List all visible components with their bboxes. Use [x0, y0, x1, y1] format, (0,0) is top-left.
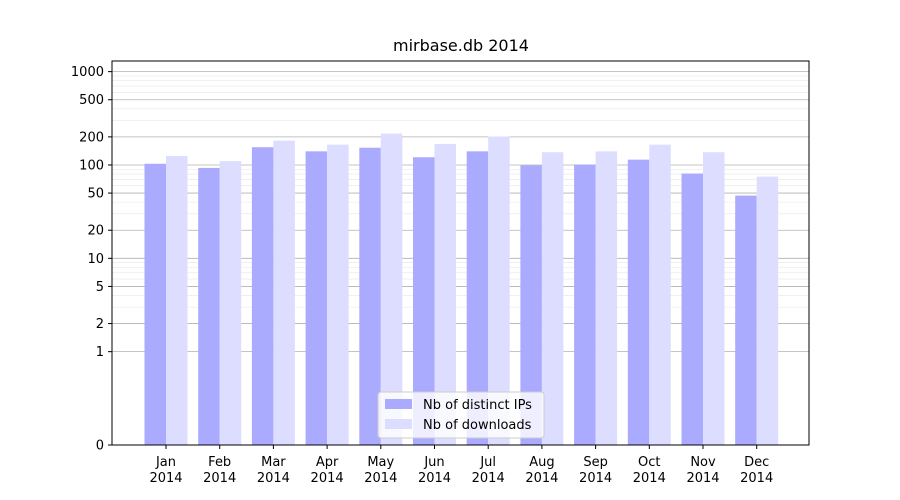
bar-downloads-apr	[327, 144, 349, 445]
x-tick-label-month: May	[367, 455, 394, 470]
y-tick-label: 50	[87, 187, 104, 202]
bar-downloads-mar	[273, 140, 295, 445]
legend-swatch	[385, 419, 412, 429]
x-tick-label-year: 2014	[257, 471, 290, 486]
y-tick-label: 5	[96, 280, 104, 295]
x-axis: Jan2014Feb2014Mar2014Apr2014May2014Jun20…	[149, 445, 773, 486]
bar-downloads-jan	[166, 155, 188, 445]
y-tick-label: 1000	[71, 65, 104, 80]
bar-downloads-feb	[219, 161, 242, 446]
bar-distinct-ips-aug	[520, 165, 542, 446]
x-tick-label-year: 2014	[740, 471, 773, 486]
x-tick-label-month: Jun	[423, 455, 444, 470]
x-tick-label-year: 2014	[633, 471, 666, 486]
y-tick-label: 1	[96, 345, 104, 360]
x-tick-label-month: Dec	[744, 455, 769, 470]
x-tick-label-year: 2014	[203, 471, 236, 486]
bar-distinct-ips-nov	[681, 173, 703, 446]
y-tick-label: 0	[96, 439, 104, 454]
bar-downloads-may	[380, 133, 403, 446]
x-tick-label-year: 2014	[686, 471, 719, 486]
plot-frame	[111, 60, 810, 446]
x-tick-label-year: 2014	[149, 471, 182, 486]
y-tick-label: 2	[96, 317, 104, 332]
y-tick-label: 200	[79, 130, 104, 145]
bar-downloads-sep	[595, 151, 618, 445]
x-tick-label-month: Mar	[261, 455, 286, 470]
bar-distinct-ips-apr	[305, 151, 328, 445]
bar-downloads-aug	[541, 152, 564, 445]
x-tick-label-year: 2014	[472, 471, 505, 486]
bar-downloads-oct	[649, 144, 671, 445]
bar-distinct-ips-sep	[574, 164, 596, 445]
y-axis: 0 1 2 5 10 20 50 100 200 500 1000	[71, 65, 112, 454]
legend-label: Nb of downloads	[423, 418, 532, 433]
bars	[144, 133, 779, 446]
x-tick-label-month: Feb	[208, 455, 231, 470]
bar-distinct-ips-oct	[627, 159, 650, 445]
bar-distinct-ips-may	[359, 147, 381, 445]
x-tick-label-year: 2014	[364, 471, 397, 486]
bar-distinct-ips-dec	[735, 195, 757, 445]
legend-label: Nb of distinct IPs	[423, 398, 532, 413]
bar-downloads-nov	[703, 152, 725, 445]
y-tick-label: 500	[79, 93, 104, 108]
x-tick-label-year: 2014	[525, 471, 558, 486]
bar-distinct-ips-feb	[198, 167, 220, 446]
y-tick-label: 100	[79, 158, 104, 173]
chart-title: mirbase.db 2014	[393, 36, 529, 55]
x-tick-label-year: 2014	[579, 471, 612, 486]
legend-swatch	[385, 399, 412, 409]
bar-distinct-ips-jul	[466, 151, 489, 445]
x-tick-label-month: Nov	[690, 455, 716, 470]
bar-downloads-jul	[488, 136, 510, 446]
bar-downloads-jun	[434, 143, 456, 445]
x-tick-label-month: Jan	[155, 455, 176, 470]
x-tick-label-month: Sep	[583, 455, 608, 470]
bar-downloads-dec	[756, 176, 779, 445]
bar-distinct-ips-jun	[413, 157, 435, 445]
x-tick-label-month: Jul	[479, 455, 496, 470]
legend-box	[377, 391, 545, 439]
x-tick-label-year: 2014	[311, 471, 344, 486]
legend: Nb of distinct IPs Nb of downloads	[377, 391, 545, 439]
y-tick-label: 20	[87, 224, 104, 239]
bar-distinct-ips-jan	[144, 163, 166, 446]
x-tick-label-year: 2014	[418, 471, 451, 486]
x-tick-label-month: Apr	[316, 455, 339, 470]
y-tick-label: 10	[87, 252, 104, 267]
x-tick-label-month: Oct	[638, 455, 660, 470]
x-tick-label-month: Aug	[529, 455, 554, 470]
bar-distinct-ips-mar	[251, 147, 274, 445]
